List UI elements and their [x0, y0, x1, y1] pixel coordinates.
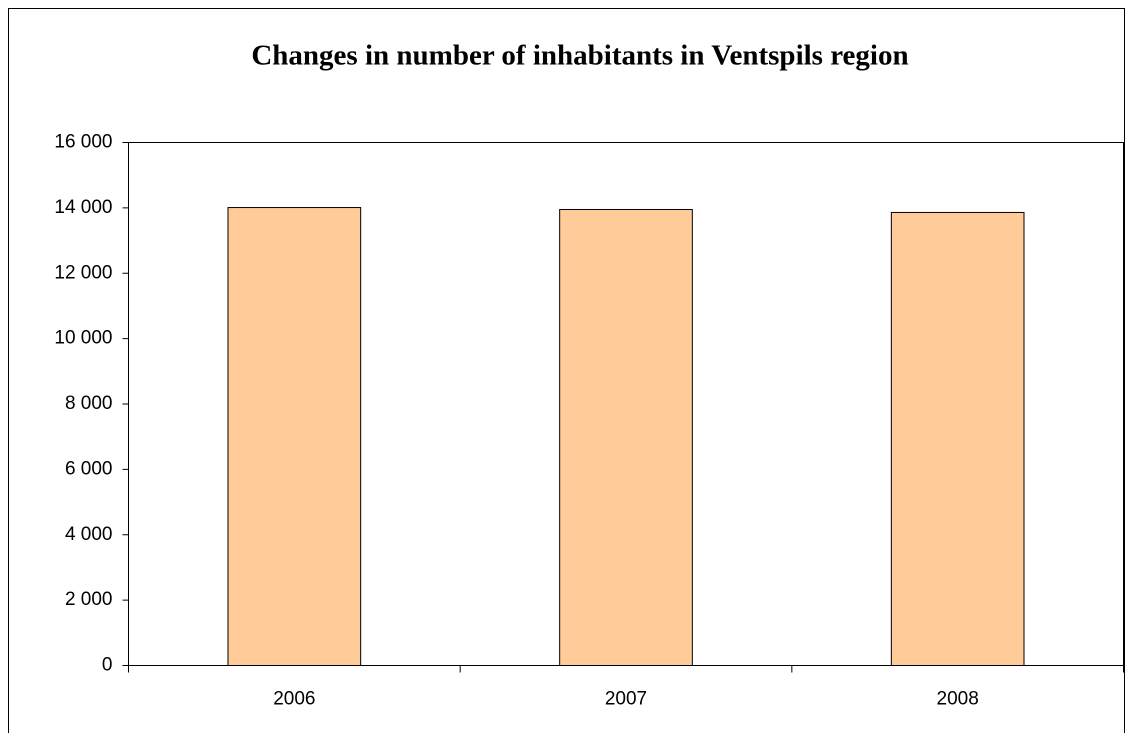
- bar: [227, 207, 362, 666]
- y-tick-label: 16 000: [54, 132, 112, 153]
- chart-title: Changes in number of inhabitants in Vent…: [251, 40, 908, 72]
- bar: [890, 211, 1025, 666]
- y-tick-label: 8 000: [65, 393, 113, 414]
- x-tick-label: 2008: [937, 689, 979, 710]
- y-tick-label: 14 000: [54, 197, 112, 218]
- x-tick-label: 2007: [605, 689, 647, 710]
- x-tick-label: 2006: [273, 689, 315, 710]
- y-tick-label: 0: [102, 655, 113, 676]
- y-tick-label: 10 000: [54, 328, 112, 349]
- y-tick-label: 2 000: [65, 589, 113, 610]
- y-tick-label: 6 000: [65, 458, 113, 479]
- y-tick-label: 4 000: [65, 524, 113, 545]
- y-tick-label: 12 000: [54, 262, 112, 283]
- bar: [559, 209, 693, 666]
